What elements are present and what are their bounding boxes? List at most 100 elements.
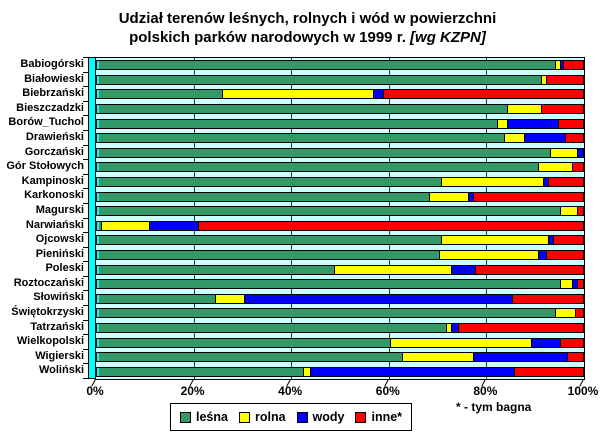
- bar-segment-lesna: [97, 309, 557, 318]
- bar-segment-inne: [476, 265, 583, 274]
- bar-segment-inne: [578, 207, 583, 216]
- y-axis-label: Tatrzański: [30, 320, 84, 333]
- bar-segment-wody: [573, 280, 579, 289]
- legend-label: leśna: [196, 410, 228, 424]
- bar-segment-wody: [548, 236, 554, 245]
- legend-swatch-lesna: [180, 411, 191, 423]
- y-axis-label: Woliński: [38, 364, 84, 377]
- bar-row: [96, 293, 584, 304]
- bar-row: [96, 337, 584, 348]
- bar-segment-inne: [568, 353, 583, 362]
- x-axis-label: 20%: [180, 384, 205, 398]
- bar-segment-inne: [573, 163, 583, 172]
- bar-segment-inne: [473, 192, 583, 201]
- bar-segment-lesna: [97, 163, 540, 172]
- bar-segment-lesna: [97, 207, 562, 216]
- bar-segment-rolna: [446, 323, 452, 332]
- y-axis-label: Biebrzański: [22, 87, 84, 100]
- legend-label: inne*: [371, 410, 403, 424]
- bar-segment-rolna: [507, 105, 542, 114]
- y-tick: [83, 334, 88, 336]
- bar-segment-lesna: [97, 236, 443, 245]
- chart-title-source: [wg KZPN]: [410, 29, 486, 46]
- bar-row: [96, 308, 584, 319]
- bar-segment-lesna: [97, 250, 440, 259]
- x-axis-label: 0%: [86, 384, 104, 398]
- y-axis-label: Drawieński: [25, 130, 84, 143]
- bar-row: [96, 60, 584, 71]
- bar-segment-inne: [563, 61, 583, 70]
- bar-segment-lesna: [97, 221, 102, 230]
- bar-segment-rolna: [556, 61, 562, 70]
- bar-segment-wody: [531, 338, 562, 347]
- bar-segment-inne: [199, 221, 583, 230]
- bar-segment-rolna: [391, 338, 532, 347]
- bar-segment-rolna: [442, 236, 549, 245]
- y-tick: [83, 86, 88, 88]
- legend-item-inne: inne*: [355, 410, 402, 424]
- bar-segment-wody: [451, 265, 477, 274]
- bar-segment-lesna: [97, 265, 336, 274]
- y-axis-label: Roztoczański: [13, 276, 84, 289]
- bar-row: [96, 220, 584, 231]
- bar-row: [96, 264, 584, 275]
- y-axis-label: Kampinoski: [21, 174, 84, 187]
- bar-segment-inne: [558, 119, 583, 128]
- y-tick: [83, 144, 88, 146]
- y-tick: [83, 115, 88, 117]
- bar-segment-wody: [451, 323, 460, 332]
- y-tick: [83, 363, 88, 365]
- bar-segment-lesna: [97, 148, 552, 157]
- legend-item-wody: wody: [296, 410, 345, 424]
- bar-row: [96, 118, 584, 129]
- bar-row: [96, 366, 584, 377]
- y-axis-label: Wielkopolski: [16, 335, 84, 348]
- bar-segment-rolna: [442, 178, 545, 187]
- bar-segment-rolna: [335, 265, 452, 274]
- bar-segment-rolna: [539, 163, 574, 172]
- bar-segment-inne: [548, 178, 583, 187]
- bar-segment-rolna: [505, 134, 525, 143]
- bar-segment-lesna: [97, 105, 508, 114]
- bar-segment-rolna: [551, 148, 579, 157]
- bar-row: [96, 279, 584, 290]
- bar-segment-wody: [468, 192, 474, 201]
- y-tick: [83, 305, 88, 307]
- y-tick: [83, 159, 88, 161]
- x-axis-label: 40%: [278, 384, 303, 398]
- bar-row: [96, 147, 584, 158]
- bar-segment-lesna: [97, 134, 506, 143]
- bar-segment-inne: [565, 134, 583, 143]
- legend-label: wody: [312, 410, 345, 424]
- bar-segment-inne: [512, 294, 583, 303]
- y-axis-label: Pieniński: [35, 247, 84, 260]
- bar-segment-inne: [553, 236, 583, 245]
- gridline-80%: [486, 58, 488, 379]
- bar-segment-rolna: [429, 192, 469, 201]
- bar-segment-wody: [561, 61, 564, 70]
- footnote: * - tym bagna: [456, 400, 532, 414]
- bar-segment-inne: [514, 367, 583, 376]
- y-tick: [83, 378, 88, 379]
- y-tick: [83, 129, 88, 131]
- y-tick: [83, 57, 88, 58]
- gridline-60%: [388, 58, 390, 379]
- bar-segment-rolna: [223, 90, 375, 99]
- bar-segment-rolna: [556, 309, 576, 318]
- y-tick: [83, 202, 88, 204]
- bar-segment-inne: [561, 338, 583, 347]
- bar-row: [96, 104, 584, 115]
- bar-segment-rolna: [403, 353, 474, 362]
- y-tick: [83, 100, 88, 102]
- bar-segment-lesna: [97, 90, 224, 99]
- y-axis-label: Wigierski: [35, 349, 84, 362]
- legend: leśna rolna wody inne*: [170, 403, 413, 431]
- bar-segment-lesna: [97, 323, 447, 332]
- y-axis-label: Babiogórski: [20, 58, 84, 70]
- bar-segment-wody: [150, 221, 200, 230]
- bar-segment-wody: [310, 367, 515, 376]
- chart-title: Udział terenów leśnych, rolnych i wód w …: [0, 9, 615, 47]
- bar-segment-lesna: [97, 75, 542, 84]
- y-axis-label: Gór Stołowych: [6, 160, 84, 173]
- bar-segment-lesna: [97, 119, 498, 128]
